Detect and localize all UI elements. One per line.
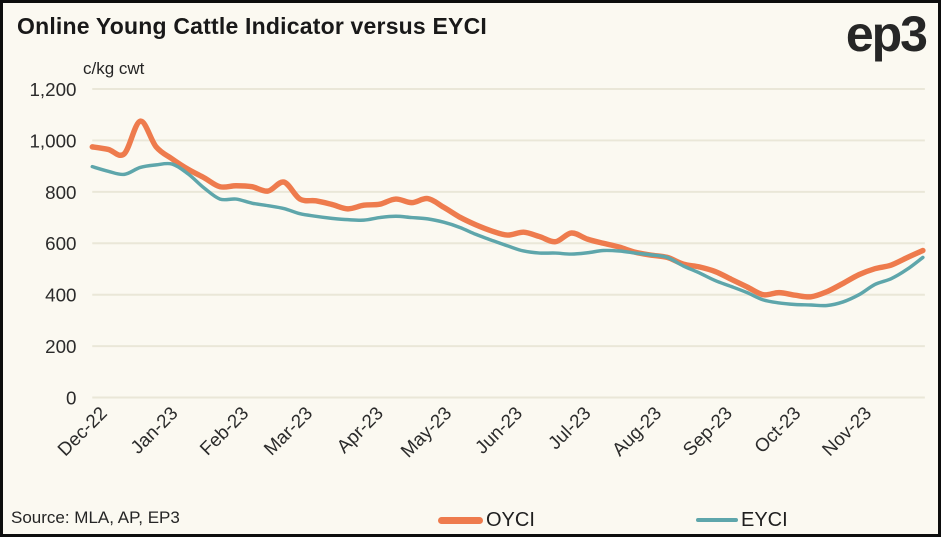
y-tick-label: 600 (45, 233, 76, 254)
x-tick-label: Jan-23 (126, 402, 181, 457)
y-tick-label: 400 (45, 285, 76, 306)
source-note: Source: MLA, AP, EP3 (11, 508, 180, 527)
y-tick-label: 0 (66, 387, 76, 408)
x-tick-label: Jul-23 (544, 402, 595, 453)
x-tick-label: Mar-23 (259, 402, 316, 459)
x-tick-label: Apr-23 (332, 402, 387, 457)
y-tick-label: 1,000 (29, 130, 76, 151)
eyci-line-swatch (696, 518, 738, 522)
legend-item-eyci: EYCI (696, 506, 788, 534)
x-tick-label: Sep-23 (678, 402, 736, 460)
y-tick-label: 800 (45, 182, 76, 203)
chart-title: Online Young Cattle Indicator versus EYC… (17, 13, 487, 39)
legend-label-oyci: OYCI (486, 508, 535, 531)
eyci-line (90, 161, 925, 308)
y-axis-unit-label: c/kg cwt (83, 59, 145, 78)
x-tick-label: Oct-23 (750, 402, 805, 457)
x-tick-label: Feb-23 (196, 402, 253, 459)
x-tick-label: Aug-23 (608, 402, 666, 460)
y-tick-label: 200 (45, 336, 76, 357)
legend-item-oyci: OYCI (438, 506, 535, 534)
x-tick-label: Jun-23 (471, 402, 526, 457)
y-tick-label: 1,200 (29, 79, 76, 100)
x-tick-label: Nov-23 (818, 402, 876, 460)
ep3-logo: ep3 (845, 6, 928, 62)
x-tick-label: May-23 (396, 402, 455, 461)
legend-label-eyci: EYCI (741, 508, 788, 531)
oyci-line (89, 118, 926, 300)
x-tick-label: Dec-22 (53, 402, 111, 460)
chart-canvas: 0 200 400 600 800 1,000 1,200 Dec-22 Jan-23 Feb-2… (29, 79, 926, 461)
oyci-line-swatch (438, 516, 483, 524)
